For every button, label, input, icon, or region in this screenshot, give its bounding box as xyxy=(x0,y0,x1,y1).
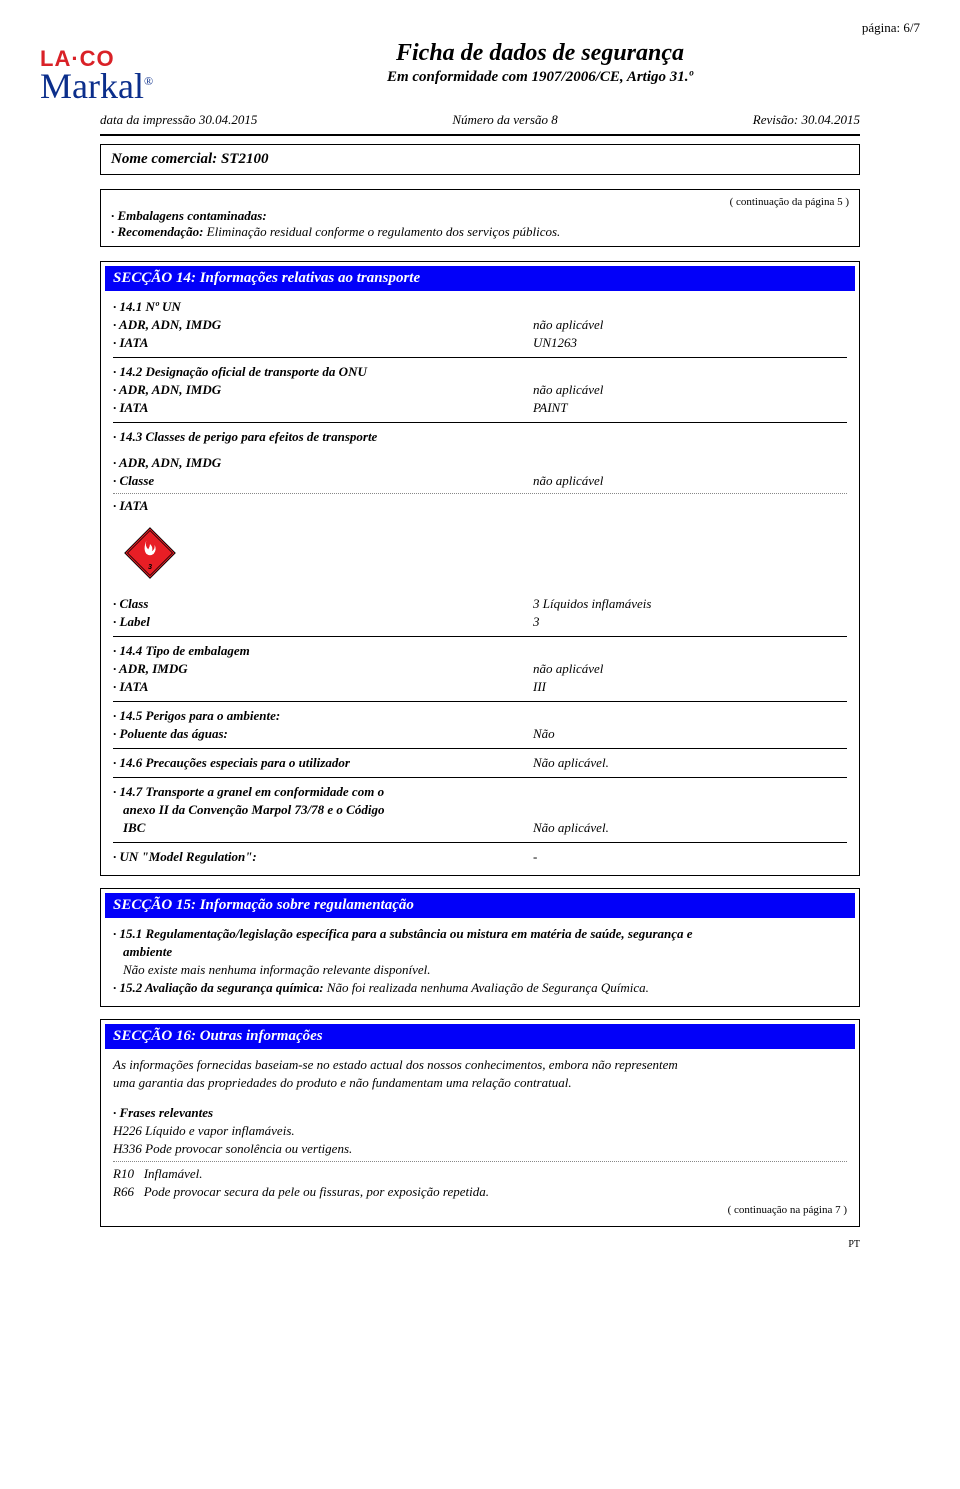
section-15: SECÇÃO 15: Informação sobre regulamentaç… xyxy=(100,888,860,1007)
s16-r66: R66 Pode provocar secura da pele ou fiss… xyxy=(113,1184,847,1200)
s16-h226: H226 Líquido e vapor inflamáveis. xyxy=(113,1123,847,1139)
s14-r6-v: PAINT xyxy=(533,400,847,416)
header-meta: data da impressão 30.04.2015 Número da v… xyxy=(100,112,860,128)
disposal-line1-label: · Embalagens contaminadas: xyxy=(111,208,849,224)
s14-r5-v: não aplicável xyxy=(533,382,847,398)
s15-l3: · 15.2 Avaliação da segurança química: N… xyxy=(113,980,847,996)
doc-title: Ficha de dados de segurança xyxy=(240,40,840,67)
section-16-header: SECÇÃO 16: Outras informações xyxy=(105,1024,855,1049)
s14-r20-l: · UN "Model Regulation": xyxy=(113,849,533,865)
divider xyxy=(113,357,847,358)
s14-r11-v: 3 Líquidos inflamáveis xyxy=(533,596,847,612)
s14-r13-l: · 14.4 Tipo de embalagem xyxy=(113,643,533,659)
continuation-prev: ( continuação da página 5 ) xyxy=(111,196,849,208)
s14-r19c-l: IBC xyxy=(113,820,533,836)
doc-subtitle: Em conformidade com 1907/2006/CE, Artigo… xyxy=(240,69,840,86)
s14-r4-l: · 14.2 Designação oficial de transporte … xyxy=(113,364,533,380)
svg-text:3: 3 xyxy=(148,563,152,572)
section-15-body: · 15.1 Regulamentação/legislação específ… xyxy=(101,926,859,996)
s14-r10-l: · IATA xyxy=(113,498,533,514)
s14-r19c-v: Não aplicável. xyxy=(533,820,847,836)
s14-r18-v: Não aplicável. xyxy=(533,755,847,771)
s14-r16-l: · 14.5 Perigos para o ambiente: xyxy=(113,708,533,724)
s14-r19b-l: anexo II da Convenção Marpol 73/78 e o C… xyxy=(113,802,533,818)
s16-h336: H336 Pode provocar sonolência ou vertige… xyxy=(113,1141,847,1157)
s14-r3-v: UN1263 xyxy=(533,335,847,351)
s15-l2: Não existe mais nenhuma informação relev… xyxy=(113,962,847,978)
header: LA·CO Markal® Ficha de dados de seguranç… xyxy=(40,40,920,102)
logo: LA·CO Markal® xyxy=(40,40,240,102)
s14-r2-v: não aplicável xyxy=(533,317,847,333)
dotted-divider xyxy=(113,493,847,494)
s14-r17-l: · Poluente das águas: xyxy=(113,726,533,742)
s16-intro2: uma garantia das propriedades do produto… xyxy=(113,1075,847,1091)
disposal-line2: · Recomendação: Eliminação residual conf… xyxy=(111,224,849,240)
logo-reg: ® xyxy=(144,74,153,88)
s14-r1-l: · 14.1 Nº UN xyxy=(113,299,533,315)
page-number: página: 6/7 xyxy=(40,20,920,36)
s14-r2-l: · ADR, ADN, IMDG xyxy=(113,317,533,333)
s14-r7-l: · 14.3 Classes de perigo para efeitos de… xyxy=(113,429,533,445)
section-15-header: SECÇÃO 15: Informação sobre regulamentaç… xyxy=(105,893,855,918)
header-rule xyxy=(100,134,860,136)
s14-r9-v: não aplicável xyxy=(533,473,847,489)
s16-intro1: As informações fornecidas baseiam-se no … xyxy=(113,1057,847,1073)
product-name-box: Nome comercial: ST2100 xyxy=(100,144,860,175)
s15-l1b: ambiente xyxy=(113,944,847,960)
s14-r20-v: - xyxy=(533,849,847,865)
header-center: Ficha de dados de segurança Em conformid… xyxy=(240,40,840,86)
section-16-body: As informações fornecidas baseiam-se no … xyxy=(101,1057,859,1200)
s14-r12-l: · Label xyxy=(113,614,533,630)
s14-r15-l: · IATA xyxy=(113,679,533,695)
section-14-body: · 14.1 Nº UN · ADR, ADN, IMDGnão aplicáv… xyxy=(101,299,859,865)
logo-brand2: Markal® xyxy=(40,70,240,102)
disposal-line2-text: Eliminação residual conforme o regulamen… xyxy=(203,224,560,239)
s14-r6-l: · IATA xyxy=(113,400,533,416)
section-14-header: SECÇÃO 14: Informações relativas ao tran… xyxy=(105,266,855,291)
s15-l3-label: · 15.2 Avaliação da segurança química: xyxy=(113,980,324,995)
s14-r15-v: III xyxy=(533,679,847,695)
disposal-line2-label: · Recomendação: xyxy=(111,224,203,239)
s14-r11-l: · Class xyxy=(113,596,533,612)
s16-fr-label: · Frases relevantes xyxy=(113,1105,847,1121)
s15-l3-text: Não foi realizada nenhuma Avaliação de S… xyxy=(324,980,649,995)
divider xyxy=(113,777,847,778)
lang-mark: PT xyxy=(40,1239,860,1250)
divider xyxy=(113,422,847,423)
print-date: data da impressão 30.04.2015 xyxy=(100,112,257,128)
s14-r14-v: não aplicável xyxy=(533,661,847,677)
divider xyxy=(113,636,847,637)
s14-r9-l: · Classe xyxy=(113,473,533,489)
disposal-box: ( continuação da página 5 ) · Embalagens… xyxy=(100,189,860,247)
section-14: SECÇÃO 14: Informações relativas ao tran… xyxy=(100,261,860,876)
continuation-next: ( continuação na página 7 ) xyxy=(101,1202,859,1218)
divider xyxy=(113,701,847,702)
s14-r14-l: · ADR, IMDG xyxy=(113,661,533,677)
s14-r5-l: · ADR, ADN, IMDG xyxy=(113,382,533,398)
version-number: Número da versão 8 xyxy=(452,112,557,128)
s14-r19a-l: · 14.7 Transporte a granel em conformida… xyxy=(113,784,533,800)
dotted-divider xyxy=(113,1161,847,1162)
revision-date: Revisão: 30.04.2015 xyxy=(753,112,860,128)
s14-r8-l: · ADR, ADN, IMDG xyxy=(113,455,533,471)
logo-brand2-text: Markal xyxy=(40,66,144,106)
product-name: Nome comercial: ST2100 xyxy=(111,151,268,167)
s14-r3-l: · IATA xyxy=(113,335,533,351)
s14-r17-v: Não xyxy=(533,726,847,742)
s14-r12-v: 3 xyxy=(533,614,847,630)
s14-r18-l: · 14.6 Precauções especiais para o utili… xyxy=(113,755,533,771)
hazard-flammable-icon: 3 xyxy=(123,526,177,580)
s15-l1: · 15.1 Regulamentação/legislação específ… xyxy=(113,926,847,942)
section-16: SECÇÃO 16: Outras informações As informa… xyxy=(100,1019,860,1227)
s16-r10: R10 Inflamável. xyxy=(113,1166,847,1182)
divider xyxy=(113,842,847,843)
divider xyxy=(113,748,847,749)
